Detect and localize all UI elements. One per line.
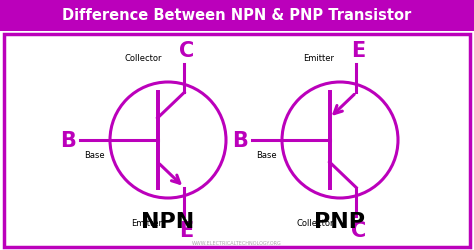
Text: Collector: Collector — [297, 218, 334, 227]
Text: WWW.ELECTRICALTECHNOLOGY.ORG: WWW.ELECTRICALTECHNOLOGY.ORG — [192, 240, 282, 245]
Text: Base: Base — [84, 150, 105, 159]
Text: C: C — [351, 220, 366, 240]
Text: Difference Between NPN & PNP Transistor: Difference Between NPN & PNP Transistor — [63, 8, 411, 24]
Text: B: B — [232, 130, 248, 150]
Text: Base: Base — [256, 150, 277, 159]
Text: E: E — [351, 41, 365, 61]
Bar — [4, 35, 470, 247]
Text: PNP: PNP — [315, 211, 365, 231]
Bar — [0, 0, 474, 32]
Text: Collector: Collector — [125, 54, 162, 63]
Text: NPN: NPN — [141, 211, 195, 231]
Text: C: C — [179, 41, 194, 61]
Text: Emitter: Emitter — [131, 218, 162, 227]
Text: E: E — [179, 220, 193, 240]
Text: Emitter: Emitter — [303, 54, 334, 63]
Text: B: B — [60, 130, 76, 150]
